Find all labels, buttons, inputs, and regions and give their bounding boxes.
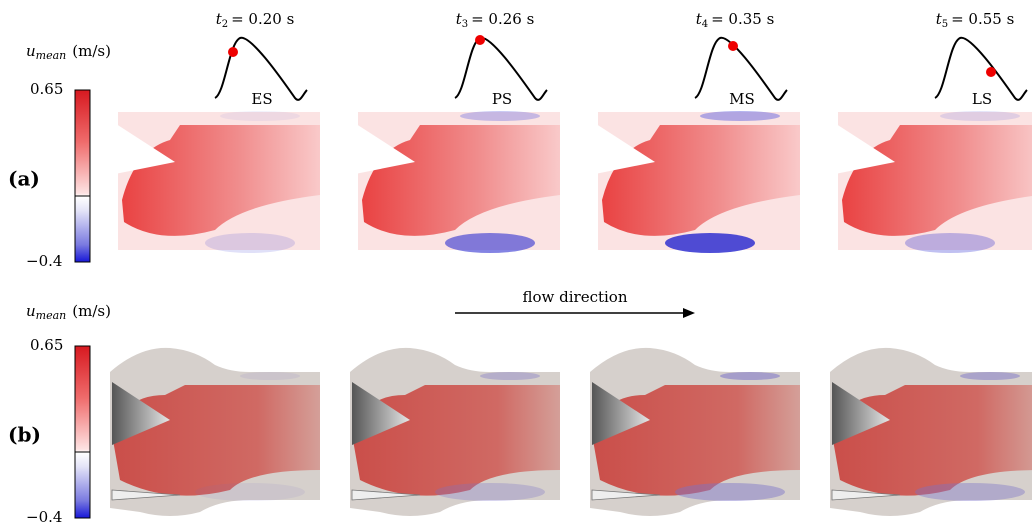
colorbar-min: −0.4 bbox=[26, 252, 62, 270]
reverse-flow bbox=[720, 372, 780, 380]
jet bbox=[362, 125, 560, 236]
notch bbox=[590, 120, 655, 175]
time-value: = 0.35 s bbox=[711, 10, 774, 28]
colorbar-label: umean (m/s) bbox=[26, 42, 111, 62]
time-symbol: t bbox=[216, 10, 223, 28]
reverse-flow bbox=[195, 483, 305, 501]
colorbar bbox=[74, 89, 91, 263]
field-b bbox=[110, 347, 320, 516]
phase-label: LS bbox=[972, 90, 992, 108]
colorbar-label: umean (m/s) bbox=[26, 302, 111, 322]
time-symbol: t bbox=[936, 10, 943, 28]
jet bbox=[113, 385, 320, 496]
reverse-flow bbox=[905, 233, 995, 253]
colorbar bbox=[74, 345, 91, 519]
jet bbox=[593, 385, 800, 496]
field-a bbox=[350, 111, 560, 253]
reverse-flow bbox=[435, 483, 545, 501]
reverse-flow bbox=[205, 233, 295, 253]
notch bbox=[350, 120, 415, 175]
phase-dot bbox=[475, 35, 485, 45]
reverse-flow bbox=[240, 372, 300, 380]
time-index: 2 bbox=[222, 19, 228, 30]
colorbar-max: 0.65 bbox=[30, 336, 63, 354]
field-b bbox=[830, 347, 1032, 516]
cone-base bbox=[591, 489, 661, 501]
reverse-flow bbox=[960, 372, 1020, 380]
jet bbox=[842, 125, 1032, 236]
reverse-flow bbox=[460, 111, 540, 121]
phase-label: MS bbox=[729, 90, 755, 108]
time-symbol: t bbox=[696, 10, 703, 28]
time-label: t2 = 0.20 s bbox=[216, 10, 295, 30]
time-index: 4 bbox=[702, 19, 708, 30]
time-value: = 0.55 s bbox=[951, 10, 1014, 28]
time-symbol: t bbox=[456, 10, 463, 28]
colorbar-max: 0.65 bbox=[30, 80, 63, 98]
notch bbox=[110, 120, 175, 175]
cone bbox=[832, 382, 890, 445]
reverse-flow bbox=[665, 233, 755, 253]
reverse-flow bbox=[445, 233, 535, 253]
jet bbox=[602, 125, 800, 236]
waveform bbox=[934, 36, 1028, 101]
cone-base bbox=[111, 489, 181, 501]
time-index: 3 bbox=[462, 19, 468, 30]
phase-dot bbox=[728, 41, 738, 51]
cone-base bbox=[831, 489, 901, 501]
field-a bbox=[110, 111, 320, 253]
field-a bbox=[830, 111, 1032, 253]
flow-arrow-head bbox=[683, 308, 695, 318]
reverse-flow bbox=[940, 111, 1020, 121]
time-label: t3 = 0.26 s bbox=[456, 10, 535, 30]
field-a bbox=[590, 111, 800, 253]
waveform bbox=[454, 36, 548, 101]
cone bbox=[352, 382, 410, 445]
time-label: t5 = 0.55 s bbox=[936, 10, 1015, 30]
row-label: (b) bbox=[8, 423, 41, 447]
reverse-flow bbox=[220, 111, 300, 121]
cone bbox=[112, 382, 170, 445]
colorbar-min: −0.4 bbox=[26, 508, 62, 526]
reverse-flow bbox=[675, 483, 785, 501]
cone-base bbox=[351, 489, 421, 501]
time-value: = 0.20 s bbox=[231, 10, 294, 28]
reverse-flow bbox=[915, 483, 1025, 501]
field-b bbox=[590, 347, 800, 516]
jet bbox=[122, 125, 320, 236]
time-value: = 0.26 s bbox=[471, 10, 534, 28]
phase-label: PS bbox=[492, 90, 512, 108]
reverse-flow bbox=[700, 111, 780, 121]
waveform bbox=[214, 36, 308, 101]
waveform bbox=[694, 36, 788, 101]
reverse-flow bbox=[480, 372, 540, 380]
jet bbox=[833, 385, 1032, 496]
time-label: t4 = 0.35 s bbox=[696, 10, 775, 30]
phase-label: ES bbox=[251, 90, 272, 108]
phase-dot bbox=[228, 47, 238, 57]
cone bbox=[592, 382, 650, 445]
time-index: 5 bbox=[942, 19, 948, 30]
arrow-label: flow direction bbox=[522, 288, 627, 306]
phase-dot bbox=[986, 67, 996, 77]
jet bbox=[353, 385, 560, 496]
field-b bbox=[350, 347, 560, 516]
notch bbox=[830, 120, 895, 175]
row-label: (a) bbox=[8, 167, 40, 191]
